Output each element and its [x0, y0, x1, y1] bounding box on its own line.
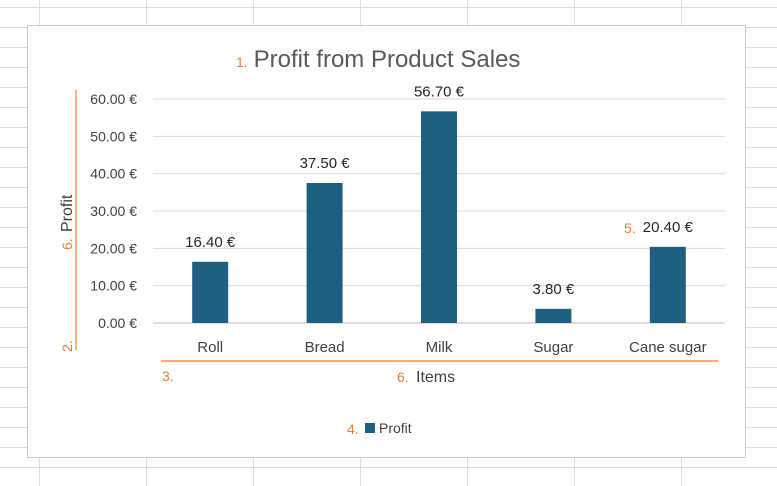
chart-title[interactable]: Profit from Product Sales [254, 46, 521, 73]
x-category-label: Milk [426, 339, 453, 356]
x-category-label: Roll [197, 339, 223, 356]
x-axis-categories: Roll Bread Milk Sugar Cane sugar [197, 339, 706, 356]
annotation-x-axis-marker: 3. [162, 368, 174, 384]
annotation-legend-marker: 4. [347, 421, 359, 437]
bar[interactable] [535, 308, 572, 323]
y-tick-label: 20.00 € [90, 240, 137, 256]
annotation-title-marker: 1. [236, 54, 248, 70]
y-tick-label: 30.00 € [90, 203, 137, 219]
annotation-data-label-marker: 5. [624, 220, 636, 236]
legend-swatch [365, 423, 375, 433]
bars [192, 111, 686, 323]
data-label: 16.40 € [185, 234, 236, 251]
chart-area[interactable] [27, 25, 746, 458]
bar[interactable] [306, 183, 343, 323]
x-category-label: Cane sugar [629, 339, 707, 356]
bar[interactable] [192, 261, 229, 323]
annotation-x-title-marker: 6. [397, 369, 409, 385]
y-tick-label: 40.00 € [90, 166, 137, 182]
bar[interactable] [649, 246, 686, 323]
data-label: 37.50 € [300, 155, 351, 172]
data-labels: 16.40 € 37.50 € 56.70 € 3.80 € 20.40 € [185, 83, 693, 297]
x-axis-title[interactable]: Items [416, 369, 455, 386]
x-category-label: Bread [305, 339, 345, 356]
bar[interactable] [421, 111, 457, 323]
legend-label[interactable]: Profit [379, 420, 412, 436]
data-label: 3.80 € [533, 281, 575, 298]
x-category-label: Sugar [533, 339, 573, 356]
y-tick-label: 50.00 € [90, 128, 137, 144]
y-axis-ticks: 0.00 € 10.00 € 20.00 € 30.00 € 40.00 € 50.00 … [90, 91, 137, 331]
y-axis-title[interactable]: Profit [59, 194, 76, 232]
annotation-y-axis-marker: 2. [59, 340, 75, 352]
data-label: 20.40 € [643, 219, 694, 236]
data-label: 56.70 € [414, 83, 465, 100]
annotation-y-title-marker: 6. [59, 238, 75, 250]
y-tick-label: 10.00 € [90, 278, 137, 294]
y-tick-label: 60.00 € [90, 91, 137, 107]
y-tick-label: 0.00 € [98, 315, 137, 331]
